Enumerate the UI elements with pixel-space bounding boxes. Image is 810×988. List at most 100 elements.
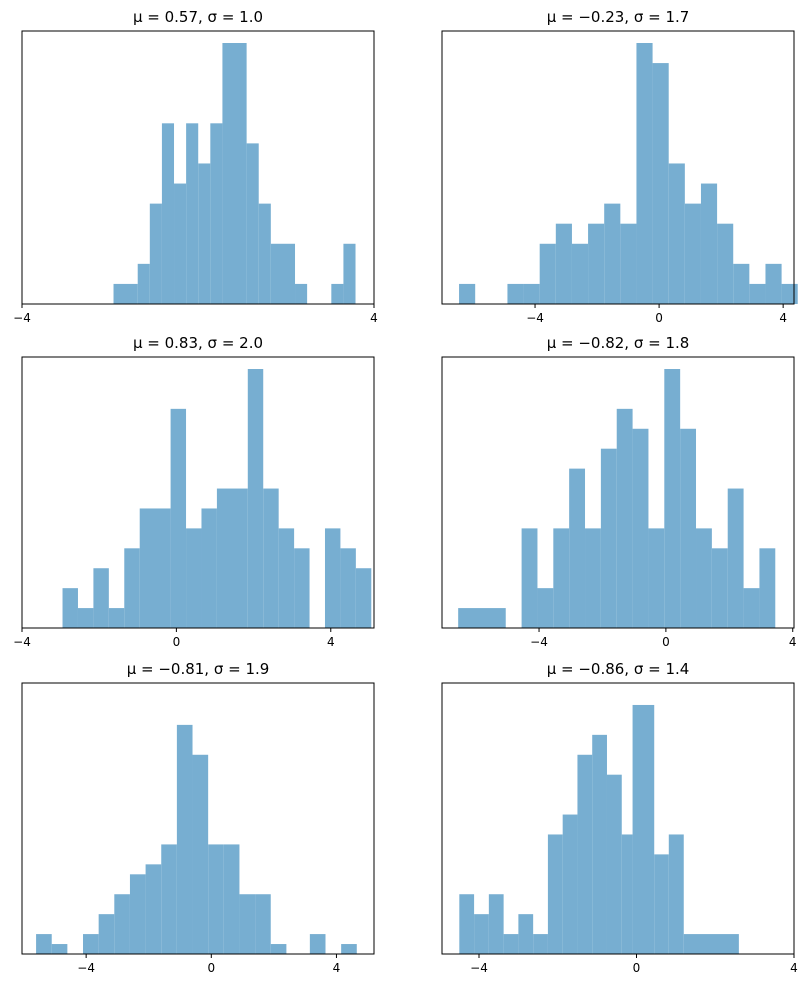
- histogram-bar: [743, 588, 760, 628]
- histogram-bar: [201, 508, 217, 628]
- histogram-bar: [222, 43, 247, 304]
- histogram-bar: [36, 934, 52, 954]
- histogram-bar: [223, 844, 240, 954]
- histogram-bar: [108, 608, 125, 628]
- x-tick-label: −4: [13, 635, 31, 649]
- x-tick-label: −4: [77, 961, 95, 975]
- x-tick-label: 4: [370, 311, 378, 325]
- histogram-bar: [137, 263, 150, 304]
- histogram-bar: [331, 283, 344, 304]
- histogram-bar: [474, 914, 489, 954]
- histogram-bar: [654, 854, 669, 954]
- histogram-bar: [636, 43, 653, 304]
- histogram-bar: [210, 123, 223, 304]
- histogram-bar: [270, 944, 287, 954]
- histogram-bar: [683, 934, 739, 954]
- histogram-bar: [170, 408, 187, 628]
- histogram-bar: [149, 203, 162, 304]
- histogram-bar: [668, 834, 684, 954]
- subplot-title: μ = 0.83, σ = 2.0: [133, 334, 263, 352]
- histogram-bar: [781, 283, 798, 304]
- histogram-bar: [503, 934, 519, 954]
- histogram-bar: [555, 223, 572, 304]
- histogram-bar: [239, 894, 256, 954]
- histogram-bar: [186, 123, 199, 304]
- histogram-bar: [77, 608, 94, 628]
- histogram-bar: [176, 724, 193, 954]
- x-tick-label: 4: [790, 961, 798, 975]
- x-tick-label: 0: [633, 961, 641, 975]
- histogram-bar: [263, 488, 279, 628]
- histogram-panel-6: −4 0 4 μ = −0.86, σ = 1.4: [441, 660, 798, 975]
- histogram-panel-1: −4 4 μ = 0.57, σ = 1.0: [13, 8, 378, 325]
- histogram-bar: [648, 528, 665, 628]
- axes-frame: [441, 30, 795, 305]
- histogram-bar: [652, 63, 669, 304]
- histogram-bar: [585, 528, 601, 628]
- histogram-bar: [186, 528, 202, 628]
- histogram-bar: [571, 243, 589, 304]
- axes-frame: [21, 682, 375, 955]
- x-tick-label: 4: [333, 961, 341, 975]
- histogram-bar: [553, 528, 570, 628]
- x-tick-label: −4: [526, 311, 544, 325]
- subplot-title: μ = −0.82, σ = 1.8: [547, 334, 690, 352]
- histogram-bar: [759, 548, 776, 628]
- axes-frame: [441, 356, 795, 629]
- histogram-bar: [533, 934, 548, 954]
- histogram-panel-5: −4 0 4 μ = −0.81, σ = 1.9: [21, 660, 375, 975]
- histogram-panel-4: −4 0 4 μ = −0.82, σ = 1.8: [441, 334, 797, 649]
- histogram-bar: [632, 704, 655, 954]
- histogram-bar: [93, 568, 109, 628]
- subplot-title: μ = −0.81, σ = 1.9: [127, 660, 270, 678]
- histogram-bar: [733, 263, 750, 304]
- x-tick-label: 0: [173, 635, 181, 649]
- histogram-bar: [124, 548, 140, 628]
- histogram-bar: [198, 163, 211, 304]
- histogram-bar: [258, 203, 271, 304]
- histogram-bar: [208, 844, 224, 954]
- histogram-bar: [98, 914, 115, 954]
- histogram-bar: [696, 528, 712, 628]
- x-tick-label: 0: [655, 311, 663, 325]
- histogram-bar: [604, 203, 621, 304]
- histogram-bar: [145, 864, 162, 954]
- histogram-bar: [139, 508, 171, 628]
- histogram-bar: [616, 408, 633, 628]
- histogram-bar: [343, 243, 356, 304]
- histogram-bar: [620, 223, 637, 304]
- subplot-title: μ = −0.23, σ = 1.7: [547, 8, 690, 26]
- axes-frame: [21, 356, 375, 629]
- histogram-bar: [294, 548, 310, 628]
- histogram-bar: [62, 588, 78, 628]
- histogram-bar: [664, 369, 681, 628]
- histogram-bar: [700, 183, 718, 304]
- histogram-bar: [588, 223, 605, 304]
- histogram-bar: [632, 428, 649, 628]
- histogram-bar: [765, 263, 782, 304]
- histogram-bar: [569, 468, 586, 628]
- x-tick-label: −4: [530, 635, 548, 649]
- histogram-bar: [684, 203, 701, 304]
- histogram-bar: [114, 894, 130, 954]
- x-tick-label: 4: [789, 635, 797, 649]
- histogram-bar: [680, 428, 697, 628]
- histogram-bar: [539, 243, 556, 304]
- histogram-bar: [324, 528, 341, 628]
- x-tick-label: −4: [470, 961, 488, 975]
- histogram-bar: [488, 894, 504, 954]
- histogram-bar: [592, 734, 607, 954]
- histogram-bar: [247, 369, 264, 628]
- histogram-bar: [161, 844, 177, 954]
- histogram-bar: [523, 283, 540, 304]
- histogram-bar: [295, 283, 308, 304]
- histogram-bar: [255, 894, 271, 954]
- histogram-bar: [600, 448, 617, 628]
- histogram-bar: [355, 568, 372, 628]
- x-tick-label: 0: [207, 961, 215, 975]
- x-tick-label: 0: [662, 635, 670, 649]
- axes-frame: [21, 30, 375, 305]
- histogram-bar: [562, 814, 578, 954]
- histogram-bar: [309, 934, 326, 954]
